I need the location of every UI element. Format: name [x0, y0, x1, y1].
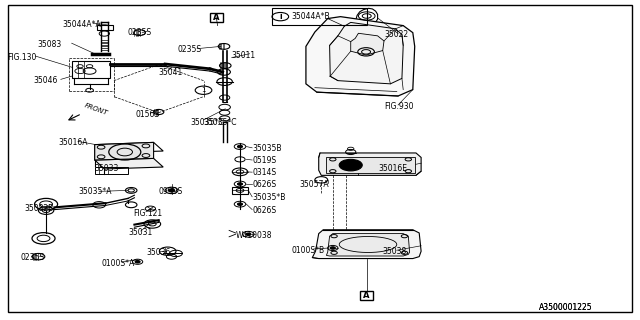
Polygon shape	[330, 22, 403, 84]
Circle shape	[339, 159, 362, 171]
Bar	[97, 25, 113, 30]
Circle shape	[237, 145, 243, 148]
Text: 0626S: 0626S	[253, 180, 277, 189]
Text: 1: 1	[201, 87, 206, 93]
Text: 35082B: 35082B	[24, 204, 54, 213]
Bar	[72, 61, 110, 78]
Text: i: i	[279, 12, 282, 21]
Polygon shape	[326, 234, 410, 256]
Bar	[360, 291, 373, 300]
Text: 35035B: 35035B	[253, 144, 282, 153]
Polygon shape	[351, 33, 384, 55]
Circle shape	[168, 189, 175, 192]
Text: 0519S: 0519S	[253, 156, 277, 165]
Text: 35035*B: 35035*B	[253, 193, 286, 202]
Bar	[232, 187, 248, 194]
Text: 35035*C: 35035*C	[191, 118, 224, 127]
Text: 35038: 35038	[383, 247, 407, 256]
Text: W410038: W410038	[236, 231, 272, 240]
Text: 0235S: 0235S	[20, 253, 45, 262]
Polygon shape	[319, 153, 421, 175]
Text: 0999S: 0999S	[159, 187, 183, 196]
Text: A: A	[213, 13, 220, 22]
Text: 0314S: 0314S	[253, 168, 277, 177]
Text: FIG.130: FIG.130	[8, 53, 37, 62]
Text: 35016E: 35016E	[379, 164, 408, 173]
Text: 0235S: 0235S	[128, 28, 152, 36]
Text: 35035*C: 35035*C	[204, 118, 237, 127]
Text: A: A	[363, 291, 370, 300]
Text: 0100S*B: 0100S*B	[291, 246, 324, 255]
Text: 35041: 35041	[159, 68, 183, 77]
Text: FIG.930: FIG.930	[384, 102, 413, 111]
Polygon shape	[95, 158, 163, 169]
Text: 0626S: 0626S	[253, 206, 277, 215]
Text: FIG.121: FIG.121	[133, 209, 163, 218]
Bar	[272, 8, 367, 25]
Text: 0100S*A: 0100S*A	[101, 259, 134, 268]
Polygon shape	[306, 17, 415, 96]
Text: 35031: 35031	[128, 228, 152, 237]
Text: 35036: 35036	[146, 248, 170, 257]
Polygon shape	[95, 142, 154, 160]
Circle shape	[330, 247, 335, 249]
Polygon shape	[312, 230, 421, 259]
Text: 35044A*A: 35044A*A	[63, 20, 102, 28]
Text: 35057A: 35057A	[300, 180, 329, 188]
Text: 35016A: 35016A	[59, 138, 88, 147]
Text: 35011: 35011	[232, 51, 256, 60]
Text: A3500001225: A3500001225	[539, 303, 593, 312]
Circle shape	[237, 183, 243, 185]
Text: A3500001225: A3500001225	[539, 303, 593, 312]
Circle shape	[135, 260, 140, 263]
Text: 0156S: 0156S	[136, 110, 160, 119]
Text: 35033: 35033	[95, 164, 119, 172]
Text: FRONT: FRONT	[83, 103, 108, 117]
Bar	[326, 157, 415, 173]
Circle shape	[237, 203, 243, 205]
Text: 35044A*B: 35044A*B	[291, 12, 330, 21]
Text: 35083: 35083	[37, 40, 61, 49]
Circle shape	[348, 164, 353, 166]
Text: 35022: 35022	[384, 30, 408, 39]
Text: 35035*A: 35035*A	[78, 188, 111, 196]
Text: 35046: 35046	[33, 76, 58, 85]
Bar	[210, 13, 223, 22]
Bar	[95, 167, 128, 174]
Circle shape	[246, 233, 251, 236]
Text: 0235S: 0235S	[178, 45, 202, 54]
